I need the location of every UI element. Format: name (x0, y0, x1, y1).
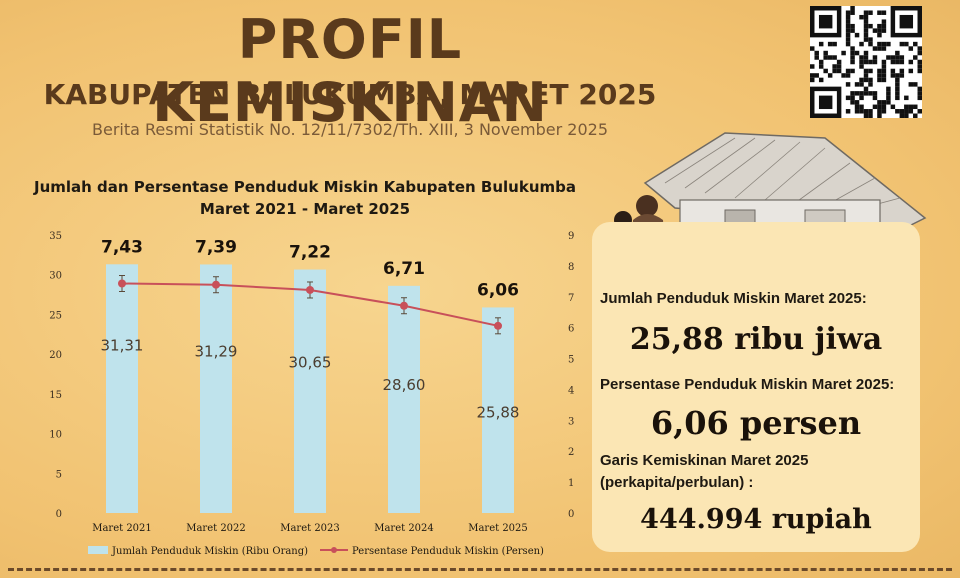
qr-code-icon[interactable] (810, 6, 922, 118)
y-right-tick-label: 9 (568, 231, 574, 242)
bar-value-label: 31,31 (101, 336, 144, 354)
bottom-divider (8, 568, 952, 571)
legend-line-marker (331, 547, 337, 553)
line-value-label: 7,39 (195, 237, 237, 257)
poor-population-value: 25,88 ribu jiwa (629, 322, 883, 357)
legend-bar-label: Jumlah Penduduk Miskin (Ribu Orang) (111, 546, 308, 557)
bar-3 (294, 269, 326, 513)
bar-2 (200, 264, 232, 513)
bar-value-label: 30,65 (289, 354, 332, 372)
y-left-tick-label: 15 (49, 390, 62, 401)
y-right-tick-label: 2 (568, 447, 574, 458)
y-left-tick-label: 20 (49, 350, 62, 361)
y-left-tick-label: 35 (49, 231, 62, 242)
poverty-rate-value: 6,06 persen (650, 404, 862, 442)
y-right-tick-label: 1 (568, 478, 574, 489)
chart-title-line1: Jumlah dan Persentase Penduduk Miskin Ka… (33, 178, 576, 196)
y-left-tick-label: 5 (56, 469, 62, 480)
y-left-tick-label: 10 (49, 430, 62, 441)
x-tick-label: Maret 2025 (468, 523, 528, 534)
page-title: PROFIL KEMISKINAN (152, 8, 548, 134)
y-right-tick-label: 5 (568, 355, 574, 366)
bar-value-label: 31,29 (195, 342, 238, 360)
x-tick-label: Maret 2023 (280, 523, 340, 534)
line-value-label: 7,22 (289, 243, 331, 263)
y-right-tick-label: 0 (568, 509, 574, 520)
bar-1 (106, 264, 138, 513)
poor-population-label: Jumlah Penduduk Miskin Maret 2025: (600, 290, 867, 307)
y-left-tick-label: 30 (49, 271, 62, 282)
y-right-tick-label: 4 (568, 385, 574, 396)
line-point-5 (494, 321, 502, 330)
page-subtitle: KABUPATEN BULUKUMBA, MARET 2025 (43, 78, 657, 111)
y-right-tick-label: 3 (568, 416, 574, 427)
poverty-line-label-1: Garis Kemiskinan Maret 2025 (600, 452, 809, 469)
bar-5 (482, 307, 514, 513)
y-right-tick-label: 6 (568, 324, 574, 335)
poverty-rate-label: Persentase Penduduk Miskin Maret 2025: (600, 376, 895, 393)
legend-line-label: Persentase Penduduk Miskin (Persen) (352, 546, 544, 557)
y-left-tick-label: 0 (56, 509, 62, 520)
y-right-tick-label: 7 (568, 293, 574, 304)
bar-value-label: 28,60 (383, 376, 426, 394)
line-value-label: 7,43 (101, 237, 143, 257)
y-left-tick-label: 25 (49, 310, 62, 321)
bar-value-label: 25,88 (477, 403, 520, 421)
chart-title-line2: Maret 2021 - Maret 2025 (199, 200, 411, 218)
poverty-line-value: 444.994 rupiah (640, 504, 872, 535)
y-right-tick-label: 8 (568, 262, 574, 273)
brs-reference: Berita Resmi Statistik No. 12/11/7302/Th… (92, 120, 608, 139)
x-tick-label: Maret 2022 (186, 523, 246, 534)
line-point-1 (118, 279, 126, 288)
line-value-label: 6,71 (383, 259, 425, 279)
line-point-2 (212, 280, 220, 289)
summary-panel (592, 222, 920, 552)
x-tick-label: Maret 2024 (374, 523, 434, 534)
line-point-3 (306, 285, 314, 294)
bar-4 (388, 285, 420, 513)
poverty-line-label-2: (perkapita/perbulan) : (600, 474, 754, 491)
line-point-4 (400, 301, 408, 310)
chart-title: Jumlah dan Persentase Penduduk Miskin Ka… (20, 176, 590, 220)
legend-bar-swatch (88, 546, 108, 554)
combo-chart: 0 5 10 15 20 25 30 35 0 1 2 3 4 5 6 7 8 9 31,31 Maret 2021 3… (49, 231, 574, 557)
x-tick-label: Maret 2021 (92, 523, 152, 534)
line-value-label: 6,06 (477, 280, 519, 300)
